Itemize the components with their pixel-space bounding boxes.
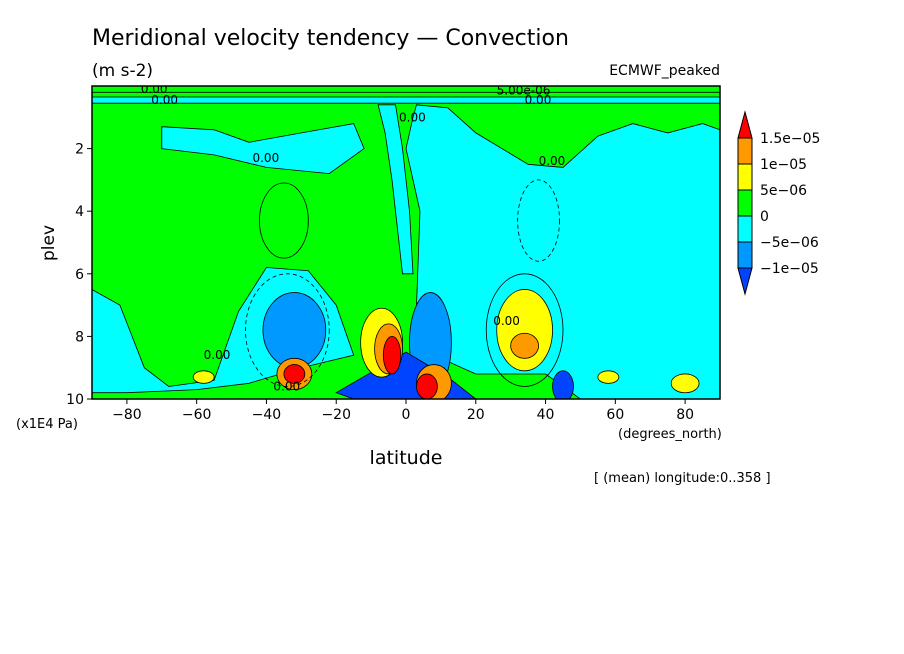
region-nh-yellow-60 (597, 370, 620, 384)
region-sh-blue (262, 292, 327, 369)
contour-label: 0.00 (151, 93, 178, 107)
x-tick-label: −60 (182, 407, 212, 423)
colorbar-segment (737, 215, 753, 243)
colorbar-segment (737, 241, 753, 269)
colorbar: 1.5e−05 1e−05 5e−06 0 −5e−06 −1e−05 (737, 110, 820, 296)
colorbar-segment (737, 137, 753, 165)
colorbar-label: −1e−05 (760, 261, 819, 277)
colorbar-segment (737, 189, 753, 217)
region-top-band (92, 96, 720, 104)
x-tick-label: 40 (537, 407, 555, 423)
x-tick-label: −40 (252, 407, 282, 423)
contour-label: 0.00 (204, 348, 231, 362)
x-tick-label: 60 (606, 407, 624, 423)
chart-units: (m s-2) (92, 61, 153, 81)
chart-title: Meridional velocity tendency — Convectio… (92, 26, 569, 51)
x-tick-label: 20 (467, 407, 485, 423)
y-axis-label: plev (39, 225, 59, 261)
y-tick-label: 6 (75, 267, 84, 283)
colorbar-label: 0 (760, 209, 769, 225)
x-tick-label: −20 (321, 407, 351, 423)
contour-nh-lower (485, 273, 564, 387)
model-label: ECMWF_peaked (609, 63, 720, 79)
region-nh-orange (510, 332, 539, 359)
region-nh-negative (405, 104, 720, 399)
colorbar-segment (737, 110, 753, 139)
region-nh-red-low (416, 373, 438, 399)
colorbar-label: 5e−06 (760, 183, 807, 199)
contour-label: 0.00 (252, 151, 279, 165)
footer-note: [ (mean) longitude:0..358 ] (594, 471, 771, 486)
y-tick-label: 4 (75, 204, 84, 220)
region-eq-red (382, 335, 402, 375)
contour-label: 0.00 (525, 93, 552, 107)
colorbar-label: 1e−05 (760, 157, 807, 173)
y-tick-label: 2 (75, 142, 84, 158)
y-tick-label: 10 (66, 392, 84, 408)
x-tick-label: −80 (112, 407, 142, 423)
contour-label: 0.00 (539, 154, 566, 168)
contour-label: 0.00 (273, 379, 300, 393)
contour-label: 0.00 (141, 82, 168, 96)
x-axis-label: latitude (370, 447, 443, 469)
region-nh-blue-small (552, 370, 574, 399)
colorbar-label: 1.5e−05 (760, 131, 820, 147)
x-tick-label: 0 (402, 407, 411, 423)
colorbar-segment (737, 267, 753, 296)
colorbar-segment (737, 163, 753, 191)
region-equatorial-tongue (377, 104, 414, 275)
contour-sh-lower (245, 273, 330, 387)
region-sh-red (283, 364, 306, 384)
y-tick-label: 8 (75, 329, 84, 345)
region-nh-yellow (496, 289, 553, 372)
plot-area: 0.000.000.000.000.000.000.000.005.00e-06… (92, 82, 720, 399)
region-sh-yellow-60 (192, 370, 215, 384)
y-axis-units: (x1E4 Pa) (16, 417, 78, 432)
region-nh-yellow-80 (670, 373, 700, 394)
contour-label: 5.00e-06 (497, 84, 551, 98)
contour-sh-upper (259, 182, 309, 259)
contour-label: 0.00 (493, 314, 520, 328)
colorbar-label: −5e−06 (760, 235, 819, 251)
region-top-strip (92, 86, 720, 93)
contour-nh-upper (517, 179, 560, 262)
contour-label: 0.00 (399, 110, 426, 124)
x-axis-units: (degrees_north) (618, 427, 722, 442)
region-sh-upper-negative (161, 123, 365, 175)
x-tick-label: 80 (676, 407, 694, 423)
